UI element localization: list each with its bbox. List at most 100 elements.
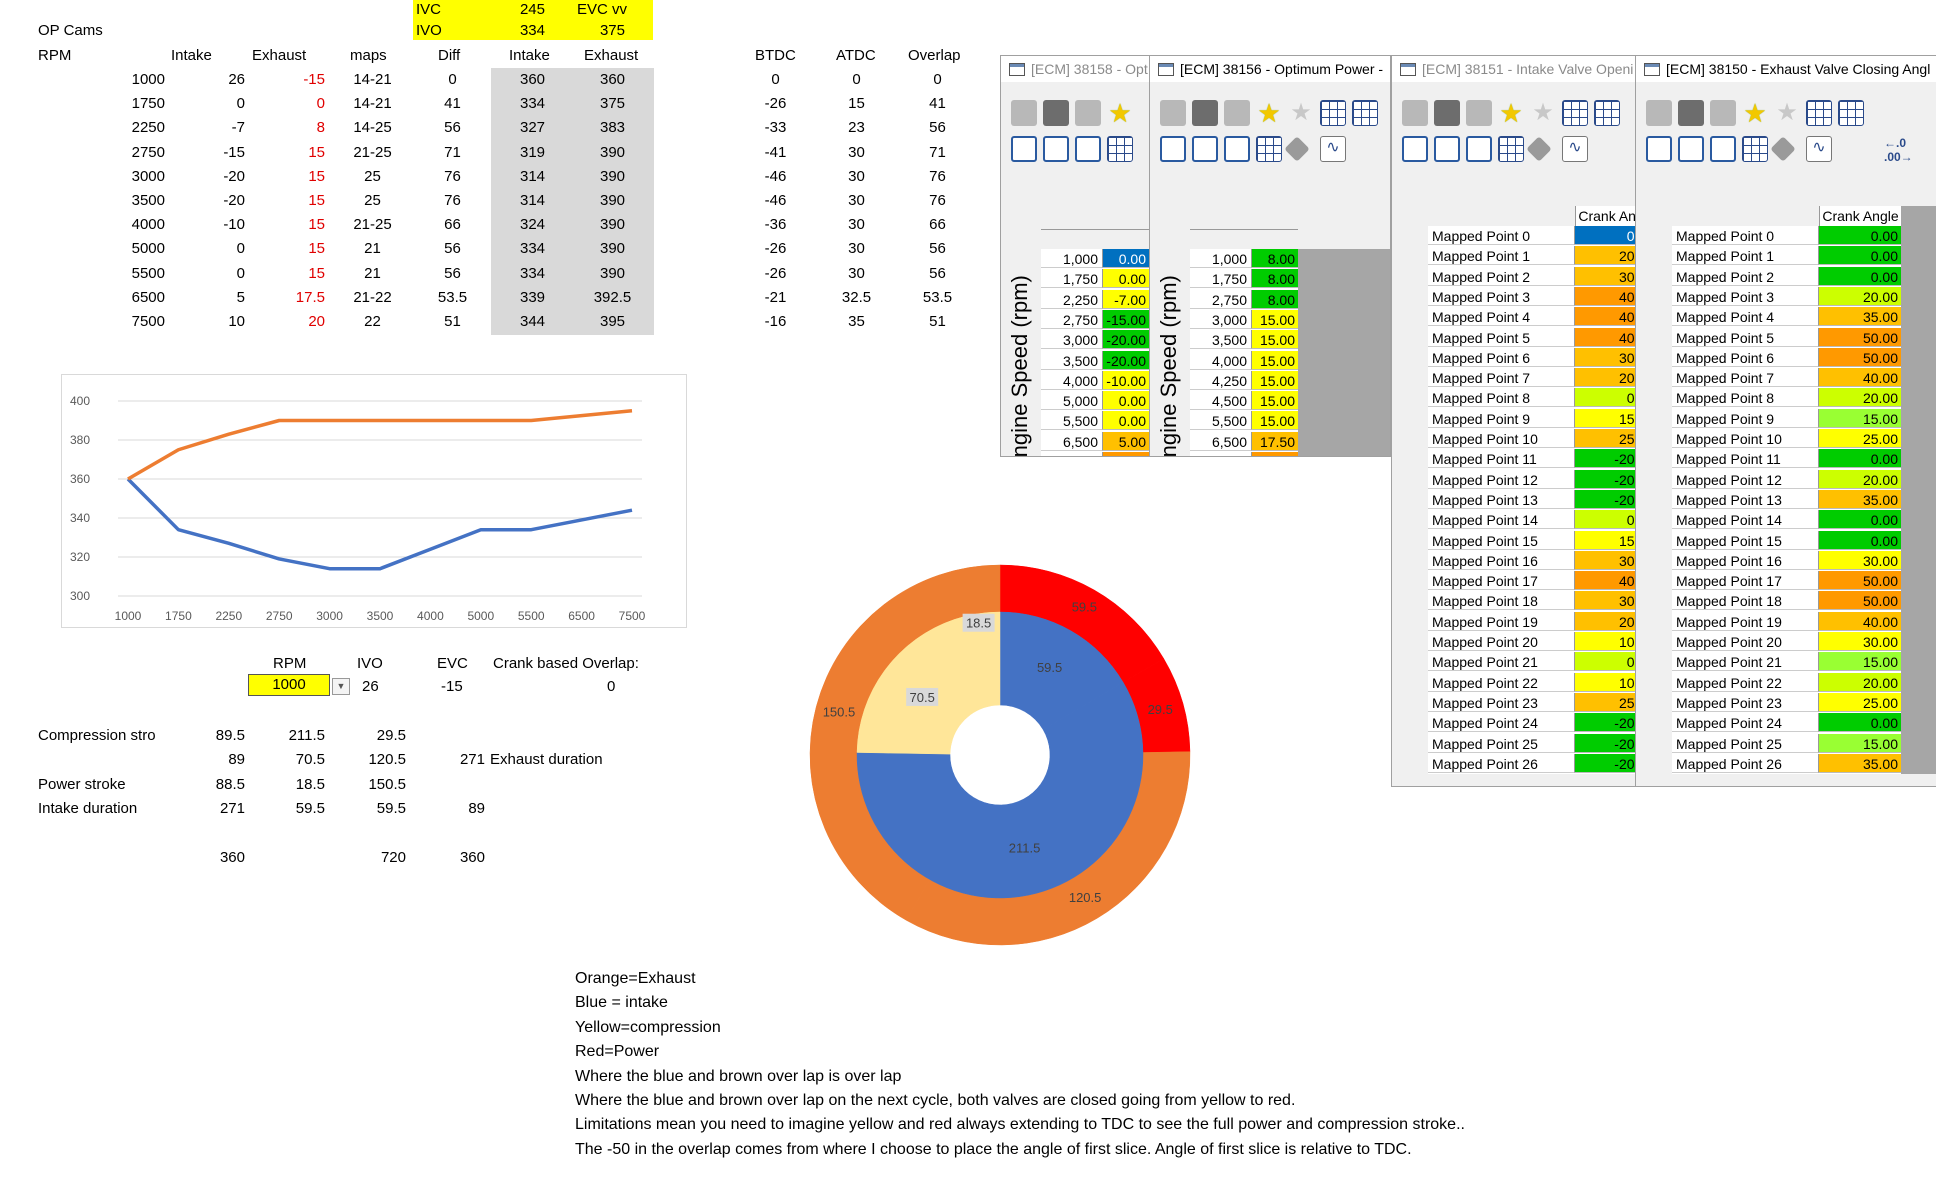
cell-value[interactable]: 0.00 [1103,249,1149,268]
print-icon[interactable] [1075,100,1101,126]
diamond-icon[interactable] [1770,136,1796,162]
grid-row[interactable]: Mapped Point 3 20.00 [1672,286,1901,307]
grid-icon[interactable] [1562,100,1588,126]
ecm-grid[interactable]: 1,000 0.00 1,750 0.00 2,250 -7.00 2,750 -15.00 3… [1041,249,1149,456]
cell-value[interactable]: 8.00 [1252,289,1298,309]
cell-value[interactable]: 20.00 [1819,388,1901,408]
cell-value[interactable]: 15.00 [1252,330,1298,350]
grid-row[interactable]: 2,750 8.00 [1190,289,1298,310]
grid-row[interactable]: Mapped Point 120.00 [1428,246,1637,266]
cell-value[interactable]: 5.00 [1103,431,1149,451]
cell-value[interactable]: -20.00 [1103,350,1149,370]
cell-value[interactable]: 10.00 [1575,672,1637,692]
layout3-icon[interactable] [1075,136,1101,162]
layout1-icon[interactable] [1646,136,1672,162]
cell-value[interactable]: 25.00 [1575,692,1637,712]
cell-value[interactable]: 40.00 [1575,286,1637,306]
cell-value[interactable]: -15.00 [1103,309,1149,329]
ecm-grid[interactable]: 1,000 8.00 1,750 8.00 2,750 8.00 3,000 15.00 3,5… [1190,249,1298,456]
grid-row[interactable]: Mapped Point 00.00 [1428,226,1637,246]
cell-value[interactable]: 20.00 [1819,672,1901,692]
ecm-window-title[interactable]: [ECM] 38156 - Optimum Power - [1150,56,1390,82]
cell-value[interactable]: 35.00 [1819,489,1901,509]
grid-row[interactable]: Mapped Point 13-20.00 [1428,489,1637,510]
cell-value[interactable]: 20.00 [1575,611,1637,631]
grid-row[interactable]: Mapped Point 25-20.00 [1428,733,1637,754]
grid-row[interactable]: Mapped Point 340.00 [1428,286,1637,307]
cell-value[interactable]: 0.00 [1575,388,1637,408]
ecm-window-2[interactable]: [ECM] 38151 - Intake Valve Openi ★ ★ ∿ Crank… [1391,55,1638,787]
cell-value[interactable]: 50.00 [1819,347,1901,367]
grid-row[interactable]: Mapped Point 140.00 [1428,510,1637,530]
print-icon[interactable] [1224,100,1250,126]
decimal-shift-icon[interactable]: ←.0 .00→ [1884,136,1913,164]
grid-row[interactable]: Mapped Point 17 50.00 [1672,571,1901,591]
cell-value[interactable]: 15.00 [1252,370,1298,390]
table-icon[interactable] [1742,136,1768,162]
grid-row[interactable]: Mapped Point 80.00 [1428,388,1637,408]
cell-value[interactable]: 10.00 [1575,632,1637,651]
grid-row[interactable]: Mapped Point 24 0.00 [1672,713,1901,733]
layout2-icon[interactable] [1043,136,1069,162]
star-icon[interactable]: ★ [1499,98,1523,128]
star-icon[interactable]: ★ [1257,98,1281,128]
cell-value[interactable]: 0.00 [1819,713,1901,733]
grid2-icon[interactable] [1352,100,1378,126]
grid-row[interactable]: Mapped Point 19 40.00 [1672,611,1901,632]
grid-row[interactable]: 3,500 15.00 [1190,330,1298,350]
cell-value[interactable]: 15.00 [1819,733,1901,753]
cell-value[interactable]: 15.00 [1252,391,1298,411]
cell-value[interactable]: -20.00 [1575,449,1637,469]
cell-value[interactable]: 40.00 [1575,571,1637,591]
grid-row[interactable]: Mapped Point 11-20.00 [1428,449,1637,469]
cell-value[interactable]: 30.00 [1575,347,1637,367]
star-icon[interactable]: ★ [1108,98,1132,128]
ecm-grid[interactable]: Mapped Point 0 0.00 Mapped Point 1 0.00 Mapp… [1672,226,1901,775]
layout3-icon[interactable] [1224,136,1250,162]
grid-row[interactable]: 1,750 8.00 [1190,269,1298,289]
grid-row[interactable]: 3,000 15.00 [1190,309,1298,330]
grid-row[interactable]: 5,500 0.00 [1041,411,1149,431]
layout3-icon[interactable] [1710,136,1736,162]
grid-row[interactable]: 4,000 15.00 [1190,350,1298,371]
grid-icon[interactable] [1806,100,1832,126]
grid-row[interactable]: 1,750 0.00 [1041,269,1149,289]
save-icon[interactable] [1434,100,1460,126]
grid-row[interactable]: Mapped Point 1 0.00 [1672,246,1901,266]
layout2-icon[interactable] [1434,136,1460,162]
cell-value[interactable]: 0.00 [1819,510,1901,530]
star-icon[interactable]: ★ [1743,98,1767,128]
grid-row[interactable]: 4,000 -10.00 [1041,370,1149,391]
grid2-icon[interactable] [1594,100,1620,126]
grid-row[interactable]: Mapped Point 22 20.00 [1672,672,1901,693]
folder-icon[interactable] [1646,100,1672,126]
grid-row[interactable]: 4,250 15.00 [1190,370,1298,391]
cell-value[interactable]: 35.00 [1819,307,1901,327]
line-graph-icon[interactable]: ∿ [1806,136,1832,162]
cell-value[interactable]: -20.00 [1575,489,1637,509]
layout3-icon[interactable] [1466,136,1492,162]
cell-value[interactable]: 0.00 [1819,530,1901,550]
cell-value[interactable]: 40.00 [1575,307,1637,327]
table-icon[interactable] [1107,136,1133,162]
ecm-window-title[interactable]: [ECM] 38150 - Exhaust Valve Closing Angl [1636,56,1936,82]
folder-icon[interactable] [1011,100,1037,126]
ecm-window-0[interactable]: [ECM] 38158 - Opt ★ Engine Speed (rpm) 1,00… [1000,55,1152,457]
table-icon[interactable] [1256,136,1282,162]
cell-value[interactable]: 0.00 [1819,266,1901,286]
cell-value[interactable]: 25.00 [1575,429,1637,448]
table-icon[interactable] [1498,136,1524,162]
grid-row[interactable]: Mapped Point 630.00 [1428,347,1637,368]
ecm-window-title[interactable]: [ECM] 38158 - Opt [1001,56,1151,82]
grid-row[interactable]: Mapped Point 26-20.00 [1428,753,1637,774]
grid2-icon[interactable] [1838,100,1864,126]
cell-value[interactable]: -20.00 [1575,733,1637,753]
cell-value[interactable]: 20.00 [1819,286,1901,306]
layout1-icon[interactable] [1160,136,1186,162]
